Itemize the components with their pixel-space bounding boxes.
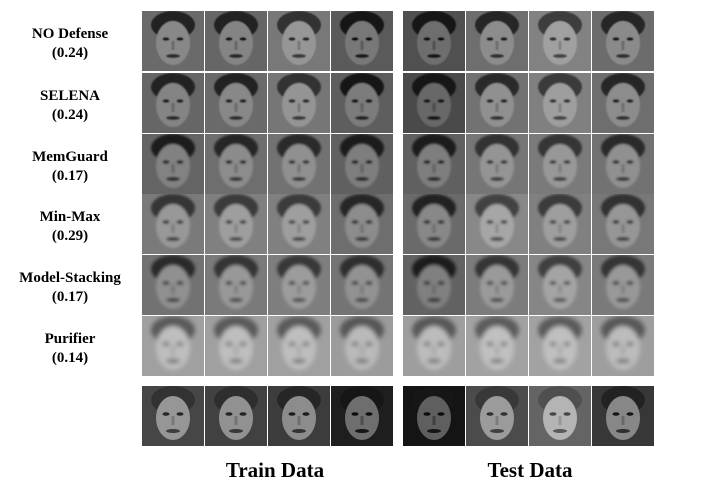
train-reconstruction-image: [142, 316, 204, 376]
method-score: (0.29): [51, 228, 89, 244]
row-label: NO Defense (0.24): [0, 25, 140, 63]
train-reconstruction-image: [331, 255, 393, 315]
test-reconstruction-image: [466, 255, 528, 315]
test-data-title: Test Data: [487, 458, 573, 482]
train-reconstruction-image: [142, 11, 204, 71]
method-name: NO Defense: [31, 26, 109, 42]
train-original-image: [331, 386, 393, 446]
row-label: SELENA (0.24): [0, 87, 140, 125]
train-reconstruction-image: [268, 11, 330, 71]
method-name: Min-Max: [39, 209, 101, 225]
test-reconstruction-image: [592, 73, 654, 133]
train-reconstruction-image: [205, 255, 267, 315]
train-reconstruction-image: [331, 73, 393, 133]
test-reconstruction-image: [592, 194, 654, 254]
test-reconstruction-image: [466, 316, 528, 376]
test-original-image: [403, 386, 465, 446]
method-score: (0.17): [51, 289, 89, 305]
train-reconstruction-image: [268, 316, 330, 376]
train-reconstruction-image: [142, 194, 204, 254]
test-reconstruction-image: [403, 134, 465, 194]
row-label: Purifier (0.14): [0, 330, 140, 368]
test-reconstruction-image: [529, 11, 591, 71]
test-reconstruction-image: [403, 194, 465, 254]
row-label: Model-Stacking (0.17): [0, 269, 140, 307]
test-original-image: [466, 386, 528, 446]
train-original-image: [268, 386, 330, 446]
train-reconstruction-image: [331, 194, 393, 254]
train-reconstruction-image: [331, 11, 393, 71]
test-reconstruction-image: [592, 134, 654, 194]
test-reconstruction-image: [529, 73, 591, 133]
train-reconstruction-image: [268, 194, 330, 254]
test-reconstruction-image: [466, 134, 528, 194]
train-reconstruction-image: [205, 194, 267, 254]
train-reconstruction-image: [268, 134, 330, 194]
method-score: (0.24): [51, 45, 89, 61]
method-score: (0.17): [51, 168, 89, 184]
test-original-image: [592, 386, 654, 446]
train-reconstruction-image: [205, 316, 267, 376]
test-reconstruction-image: [592, 255, 654, 315]
train-reconstruction-image: [205, 73, 267, 133]
test-reconstruction-image: [403, 11, 465, 71]
train-reconstruction-image: [205, 11, 267, 71]
row-label: Min-Max (0.29): [0, 208, 140, 246]
test-reconstruction-image: [529, 134, 591, 194]
train-original-image: [205, 386, 267, 446]
train-reconstruction-image: [142, 134, 204, 194]
train-reconstruction-image: [331, 316, 393, 376]
method-name: Model-Stacking: [19, 270, 121, 286]
test-reconstruction-image: [592, 316, 654, 376]
test-reconstruction-image: [403, 73, 465, 133]
test-reconstruction-image: [529, 255, 591, 315]
method-name: SELENA: [39, 88, 101, 104]
test-reconstruction-image: [403, 316, 465, 376]
test-reconstruction-image: [592, 11, 654, 71]
row-label: MemGuard (0.17): [0, 148, 140, 186]
train-reconstruction-image: [142, 255, 204, 315]
test-reconstruction-image: [529, 316, 591, 376]
test-reconstruction-image: [466, 11, 528, 71]
train-reconstruction-image: [142, 73, 204, 133]
method-score: (0.24): [51, 107, 89, 123]
method-name: Purifier: [44, 331, 96, 347]
train-reconstruction-image: [205, 134, 267, 194]
train-reconstruction-image: [268, 255, 330, 315]
train-reconstruction-image: [331, 134, 393, 194]
test-reconstruction-image: [529, 194, 591, 254]
train-data-title: Train Data: [225, 458, 325, 482]
test-reconstruction-image: [466, 194, 528, 254]
test-reconstruction-image: [403, 255, 465, 315]
method-name: MemGuard: [32, 149, 108, 165]
train-reconstruction-image: [268, 73, 330, 133]
test-original-image: [529, 386, 591, 446]
train-original-image: [142, 386, 204, 446]
method-score: (0.14): [51, 350, 89, 366]
test-reconstruction-image: [466, 73, 528, 133]
